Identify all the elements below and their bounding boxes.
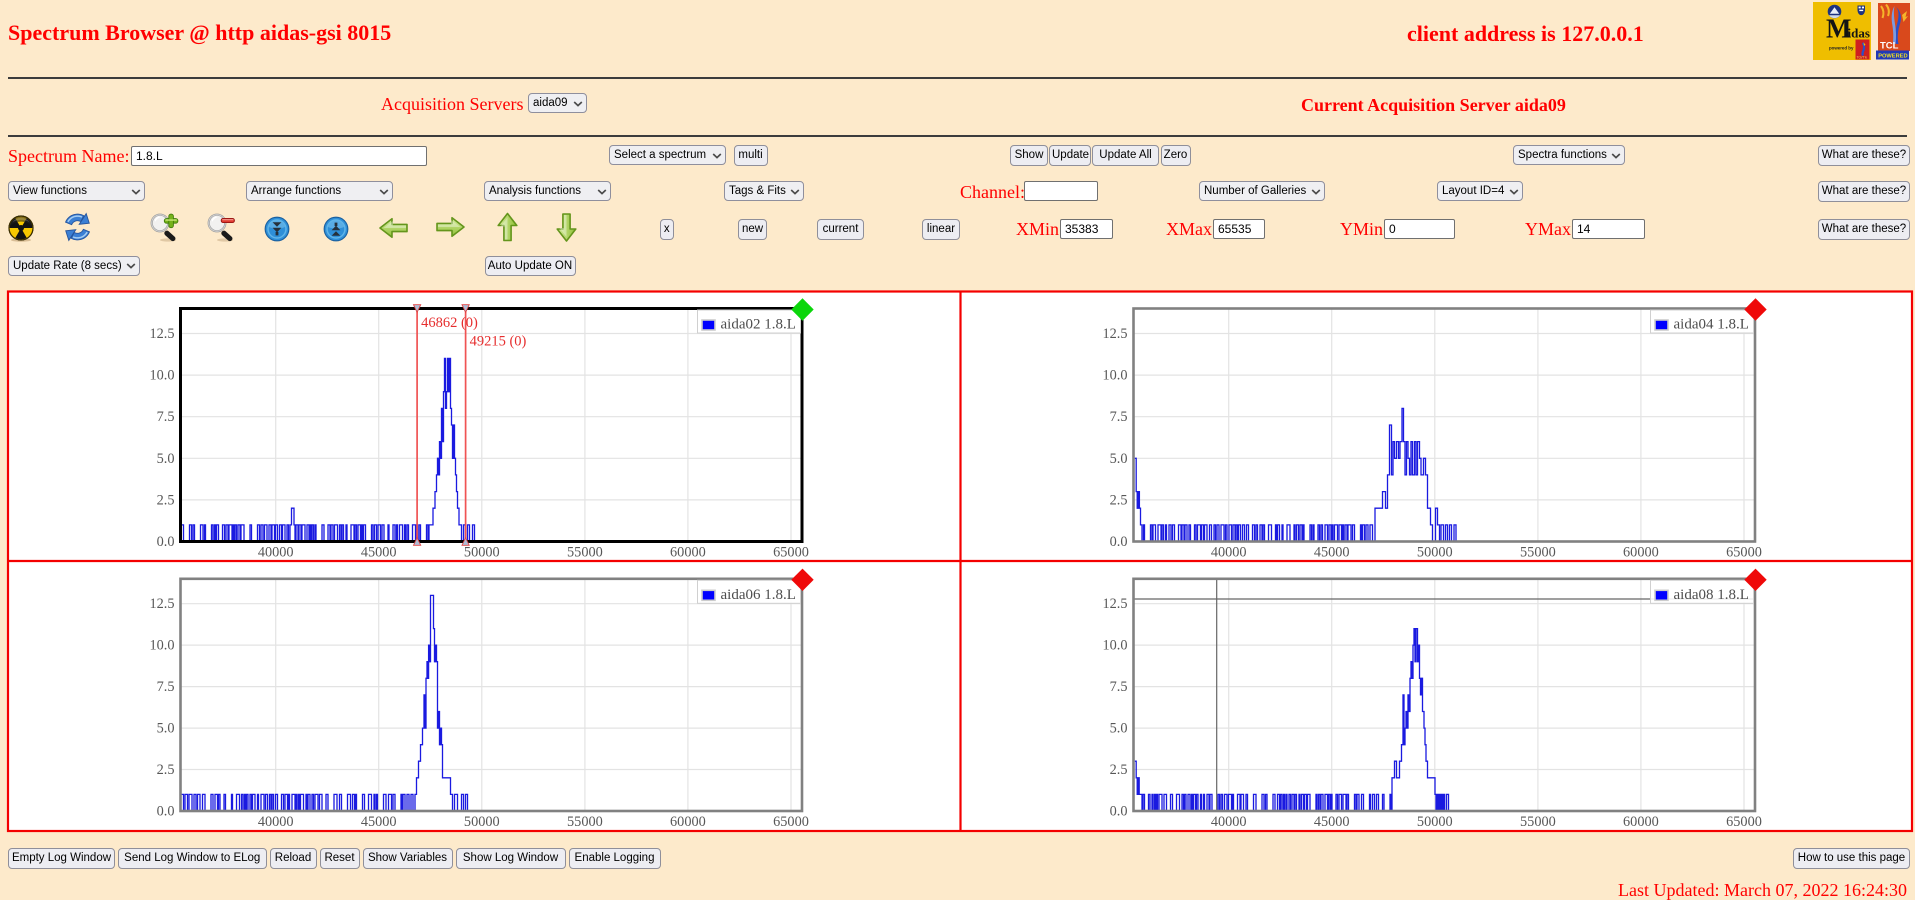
svg-text:7.5: 7.5 xyxy=(157,679,175,695)
svg-text:idas: idas xyxy=(1848,26,1870,41)
svg-text:50000: 50000 xyxy=(464,545,500,561)
svg-text:55000: 55000 xyxy=(1520,545,1556,561)
svg-text:7.5: 7.5 xyxy=(1110,679,1128,695)
svg-text:5.0: 5.0 xyxy=(1110,451,1128,467)
svg-text:aida04 1.8.L: aida04 1.8.L xyxy=(1674,317,1749,333)
svg-text:2.5: 2.5 xyxy=(157,492,175,508)
svg-text:TCL: TCL xyxy=(1880,41,1899,52)
svg-text:12.5: 12.5 xyxy=(1102,326,1127,342)
svg-text:2.5: 2.5 xyxy=(1110,492,1128,508)
svg-text:45000: 45000 xyxy=(361,814,397,830)
svg-text:65000: 65000 xyxy=(1726,814,1762,830)
svg-text:60000: 60000 xyxy=(670,814,706,830)
svg-text:10.0: 10.0 xyxy=(149,638,174,654)
svg-text:10.0: 10.0 xyxy=(1102,368,1127,384)
svg-text:Tcl/Tk: Tcl/Tk xyxy=(1857,55,1867,60)
svg-text:40000: 40000 xyxy=(1211,814,1247,830)
svg-text:5.0: 5.0 xyxy=(157,721,175,737)
svg-text:60000: 60000 xyxy=(1623,814,1659,830)
svg-text:10.0: 10.0 xyxy=(149,368,174,384)
svg-text:0.0: 0.0 xyxy=(157,534,175,550)
svg-text:7.5: 7.5 xyxy=(1110,409,1128,425)
svg-text:M: M xyxy=(1826,14,1851,44)
svg-text:50000: 50000 xyxy=(1417,814,1453,830)
svg-text:55000: 55000 xyxy=(567,814,603,830)
svg-text:powered by: powered by xyxy=(1829,46,1854,51)
svg-text:49215 (0): 49215 (0) xyxy=(470,334,527,350)
svg-text:46862 (0): 46862 (0) xyxy=(421,315,478,331)
svg-text:aida02 1.8.L: aida02 1.8.L xyxy=(721,317,796,333)
svg-text:65000: 65000 xyxy=(1726,545,1762,561)
svg-text:10.0: 10.0 xyxy=(1102,638,1127,654)
svg-text:40000: 40000 xyxy=(1211,545,1247,561)
svg-text:45000: 45000 xyxy=(361,545,397,561)
svg-text:12.5: 12.5 xyxy=(149,326,174,342)
svg-text:40000: 40000 xyxy=(258,545,294,561)
svg-text:0.0: 0.0 xyxy=(1110,534,1128,550)
svg-text:12.5: 12.5 xyxy=(149,596,174,612)
svg-text:60000: 60000 xyxy=(670,545,706,561)
svg-text:aida08 1.8.L: aida08 1.8.L xyxy=(1674,587,1749,603)
svg-text:7.5: 7.5 xyxy=(157,409,175,425)
svg-text:50000: 50000 xyxy=(1417,545,1453,561)
svg-text:0.0: 0.0 xyxy=(157,804,175,820)
svg-text:55000: 55000 xyxy=(567,545,603,561)
svg-text:65000: 65000 xyxy=(773,814,809,830)
svg-text:2.5: 2.5 xyxy=(1110,762,1128,778)
svg-text:45000: 45000 xyxy=(1314,814,1350,830)
svg-text:40000: 40000 xyxy=(258,814,294,830)
svg-text:50000: 50000 xyxy=(464,814,500,830)
svg-text:60000: 60000 xyxy=(1623,545,1659,561)
svg-text:2.5: 2.5 xyxy=(157,762,175,778)
svg-text:POWERED: POWERED xyxy=(1878,54,1907,60)
svg-text:aida06 1.8.L: aida06 1.8.L xyxy=(721,587,796,603)
svg-text:0.0: 0.0 xyxy=(1110,804,1128,820)
svg-text:45000: 45000 xyxy=(1314,545,1350,561)
svg-text:5.0: 5.0 xyxy=(157,451,175,467)
svg-text:55000: 55000 xyxy=(1520,814,1556,830)
svg-text:65000: 65000 xyxy=(773,545,809,561)
svg-text:12.5: 12.5 xyxy=(1102,596,1127,612)
svg-text:5.0: 5.0 xyxy=(1110,721,1128,737)
